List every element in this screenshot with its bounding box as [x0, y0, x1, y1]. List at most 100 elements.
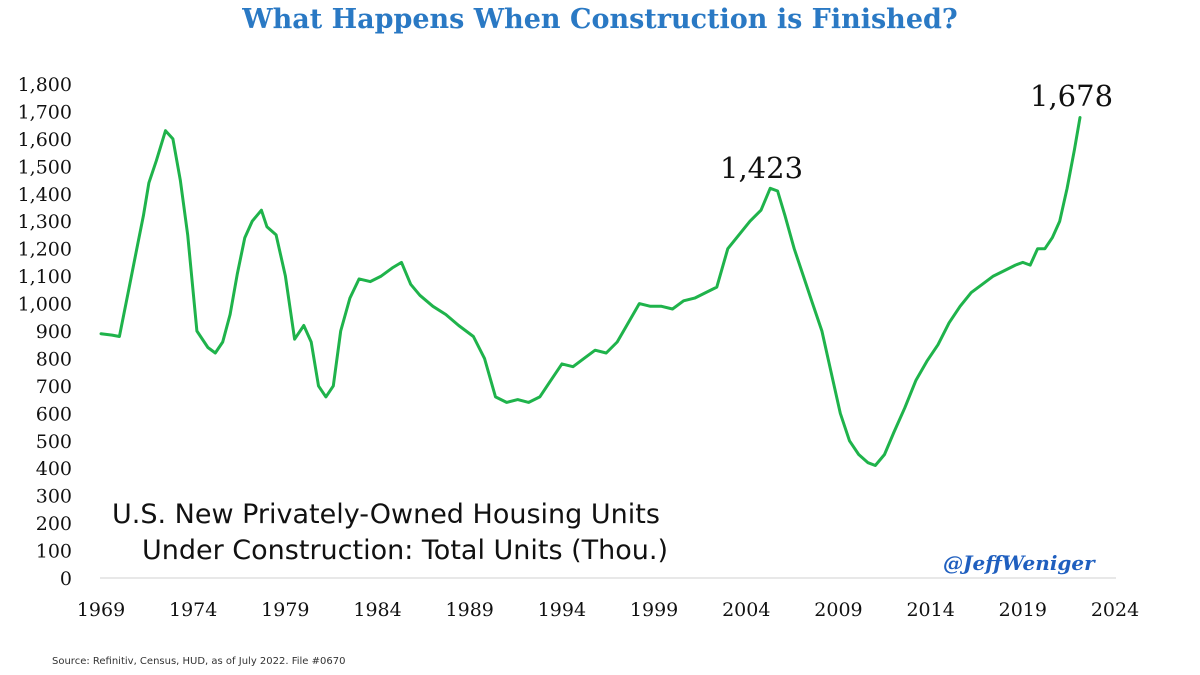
data-point [1073, 149, 1076, 151]
data-point [616, 341, 618, 343]
y-tick-label: 100 [36, 541, 72, 563]
data-point [1066, 187, 1068, 190]
y-tick-label: 400 [36, 458, 72, 480]
y-tick-label: 900 [36, 321, 72, 343]
data-point [1036, 247, 1039, 250]
data-point [605, 352, 607, 354]
x-tick-label: 1989 [446, 599, 494, 621]
x-tick-label: 1994 [538, 599, 586, 621]
y-tick-label: 1,600 [18, 129, 72, 151]
data-point [1051, 236, 1054, 239]
y-tick-label: 0 [60, 568, 72, 590]
data-point [981, 283, 984, 286]
data-point [539, 396, 541, 398]
data-point [419, 294, 421, 297]
data-point [400, 261, 403, 264]
x-tick-label: 1974 [169, 599, 217, 621]
data-point [284, 275, 287, 277]
y-tick-label: 600 [36, 403, 72, 425]
y-tick-label: 1,300 [18, 211, 72, 233]
data-point [432, 305, 434, 308]
data-point [749, 220, 751, 222]
data-point [1044, 247, 1046, 250]
data-point [186, 234, 189, 236]
data-point [649, 305, 652, 308]
x-tick-label: 1979 [261, 599, 309, 621]
data-point [317, 385, 320, 387]
data-point [760, 209, 762, 211]
description-line-1: U.S. New Privately-Owned Housing Units [112, 499, 660, 530]
y-tick-label: 800 [36, 348, 72, 370]
data-point [970, 291, 972, 294]
data-point [627, 322, 630, 324]
y-tick-label: 1,700 [18, 101, 72, 123]
data-point [1079, 116, 1081, 119]
data-point [494, 396, 497, 398]
data-point [561, 363, 563, 365]
data-point [339, 330, 342, 332]
data-points [100, 116, 1081, 467]
y-tick-label: 1,500 [18, 156, 72, 178]
data-point [527, 401, 530, 404]
data-point [229, 313, 231, 316]
y-tick-label: 1,000 [18, 294, 72, 316]
x-tick-label: 2009 [814, 599, 862, 621]
y-tick-label: 700 [36, 376, 72, 398]
y-tick-label: 300 [36, 486, 72, 508]
data-point [172, 138, 174, 140]
data-point [516, 398, 519, 401]
data-point [867, 461, 869, 464]
x-tick-label: 1969 [77, 599, 125, 621]
data-point [207, 346, 209, 349]
data-point [251, 220, 253, 222]
data-point [572, 365, 574, 368]
y-tick-label: 1,100 [18, 266, 72, 288]
data-point [704, 291, 707, 294]
data-point [100, 332, 102, 335]
data-point [550, 379, 552, 382]
data-point [1003, 269, 1006, 272]
data-point [244, 236, 246, 239]
twitter-handle: @JeffWeniger [943, 551, 1096, 575]
data-point [693, 297, 696, 299]
data-point [196, 330, 198, 332]
data-point [883, 453, 886, 456]
data-point [915, 379, 917, 382]
data-point [391, 267, 394, 269]
y-tick-label: 1,800 [18, 74, 72, 96]
data-point [937, 343, 939, 346]
data-point [332, 385, 335, 387]
data-point [716, 286, 718, 288]
source-note: Source: Refinitiv, Census, HUD, as of Ju… [52, 656, 345, 667]
data-point [583, 357, 585, 360]
data-point [409, 283, 412, 286]
data-point [594, 349, 596, 352]
data-point [349, 297, 351, 299]
data-point [811, 302, 814, 305]
data-point [325, 396, 327, 398]
series-line-units-under-construction [99, 116, 1082, 467]
data-point [310, 341, 313, 343]
x-tick-label: 2019 [999, 599, 1047, 621]
data-point [445, 313, 447, 316]
data-point [303, 324, 305, 327]
data-point [638, 302, 641, 305]
x-tick-label: 2024 [1091, 599, 1139, 621]
data-point [848, 440, 851, 442]
data-point [784, 214, 786, 217]
data-point [142, 214, 145, 217]
data-point [266, 225, 268, 228]
data-point [179, 179, 182, 181]
y-tick-label: 500 [36, 431, 72, 453]
data-point [839, 412, 842, 415]
x-tick-label: 2014 [906, 599, 954, 621]
data-point [821, 330, 823, 332]
data-point [164, 129, 167, 132]
annotation-latest-1678: 1,678 [1030, 79, 1113, 113]
data-point [1014, 264, 1017, 266]
data-point [155, 160, 158, 162]
data-point [457, 324, 460, 327]
data-point [682, 300, 685, 302]
chart-title: What Happens When Construction is Finish… [242, 4, 958, 35]
